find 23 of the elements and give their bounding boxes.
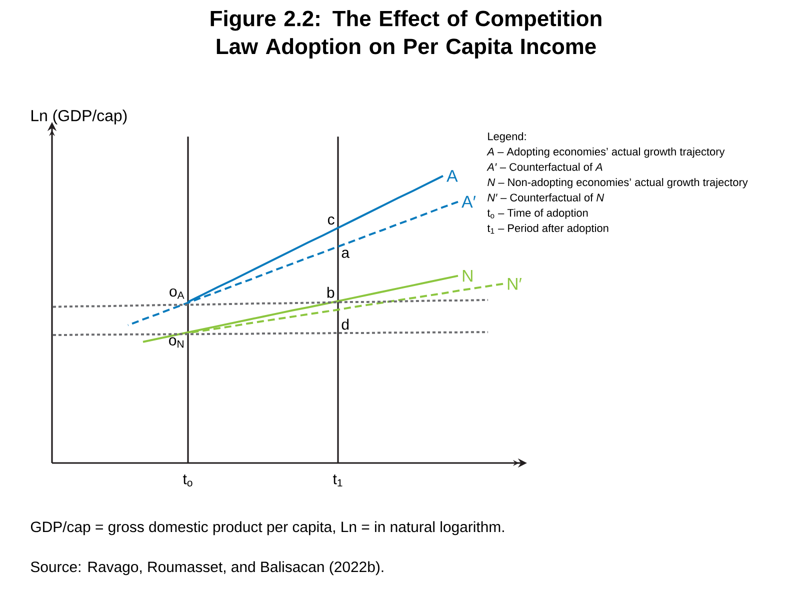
annotation: a xyxy=(342,250,350,258)
x-tick-label: t$_{o}$ xyxy=(182,474,192,486)
chart-title: Figure 2.2: The Effect of Competition Law Adoption on Per Capita Income xyxy=(210,10,602,59)
annotation: c xyxy=(328,216,334,225)
y-axis-title: Ln (GDP/cap) xyxy=(32,110,127,124)
x-tick-label: t$_{1}$ xyxy=(332,474,342,486)
series-label: A′ xyxy=(462,196,476,208)
annotation: t$_{o}$ – Time of adoption xyxy=(487,208,588,219)
series-label: N xyxy=(462,270,472,282)
text: A′ – Counterfactual of A xyxy=(486,162,602,171)
annotation: b xyxy=(327,286,334,298)
annotation: o$_{A}$ xyxy=(170,288,184,299)
annotation: N′ – Counterfactual of N xyxy=(488,193,604,202)
annotation: d xyxy=(342,318,349,330)
series-label: A xyxy=(446,170,458,182)
annotation: N – Non-adopting economies’ actual growth trajectory xyxy=(488,178,748,188)
annotation: o$_{N}$ xyxy=(169,337,184,348)
text: GDP/cap = gross domestic product per capita, Ln = in natural logarithm. xyxy=(30,521,504,536)
text: A – Adopting economies’ actual growth trajectory xyxy=(486,147,725,158)
annotation: t$_{1}$ – Period after adoption xyxy=(487,224,608,234)
text: Legend: xyxy=(488,132,526,142)
source-note: Source: Ravago, Roumasset, and Balisacan (2022b). xyxy=(30,561,384,576)
series-label: N′ xyxy=(508,278,522,290)
